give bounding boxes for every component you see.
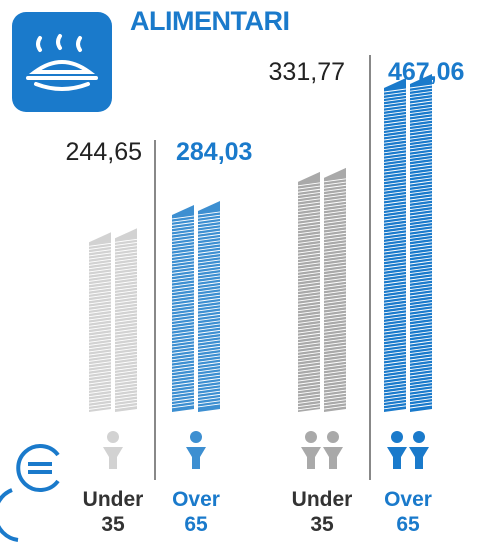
body — [186, 447, 206, 469]
category-label: Under 35 — [78, 487, 148, 537]
bar — [384, 74, 432, 412]
head — [391, 431, 403, 443]
value-label: 284,03 — [176, 140, 252, 165]
head — [413, 431, 425, 443]
head — [327, 431, 339, 443]
head — [305, 431, 317, 443]
body — [301, 447, 321, 469]
bar — [89, 228, 137, 412]
value-label: 244,65 — [66, 140, 142, 165]
person-icon — [186, 431, 206, 469]
euro-icon — [0, 490, 18, 540]
category-label: Over 65 — [161, 487, 231, 537]
category-label: Under 35 — [287, 487, 357, 537]
category-label: Over 65 — [373, 487, 443, 537]
bar — [172, 201, 220, 412]
head — [107, 431, 119, 443]
euro-icon — [18, 446, 58, 490]
infographic: ALIMENTARI 244,65 Under 35 284,03 Over 65 33… — [0, 0, 480, 548]
head — [190, 431, 202, 443]
body — [387, 447, 407, 469]
person-icon — [301, 431, 343, 469]
value-label: 331,77 — [269, 60, 345, 85]
body — [409, 447, 429, 469]
chart-title: ALIMENTARI — [130, 6, 289, 37]
body — [103, 447, 123, 469]
person-icon — [387, 431, 429, 469]
body — [323, 447, 343, 469]
bar — [298, 168, 346, 412]
bill-stack — [89, 232, 111, 412]
person-icon — [103, 431, 123, 469]
value-label: 467,06 — [388, 60, 464, 85]
